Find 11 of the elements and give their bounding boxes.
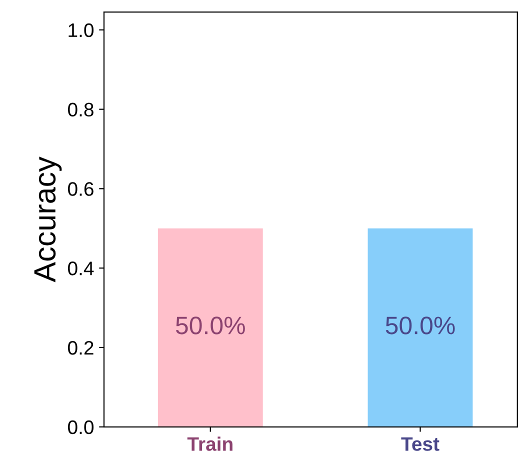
y-tick-label: 0.4 — [68, 262, 94, 276]
x-tick-label: Test — [401, 437, 440, 451]
data-label: 50.0% — [386, 316, 455, 334]
y-tick-label: 0.2 — [68, 340, 94, 355]
y-tick-label: 0.8 — [68, 102, 94, 117]
y-axis-title: Accuracy — [34, 156, 62, 282]
y-tick-label: 0.6 — [68, 182, 94, 196]
x-tick-label: Train — [187, 436, 232, 451]
data-label: 50.0% — [176, 316, 245, 334]
y-tick-label: 1.0 — [68, 23, 94, 38]
y-tick-label: 0.0 — [68, 420, 94, 434]
